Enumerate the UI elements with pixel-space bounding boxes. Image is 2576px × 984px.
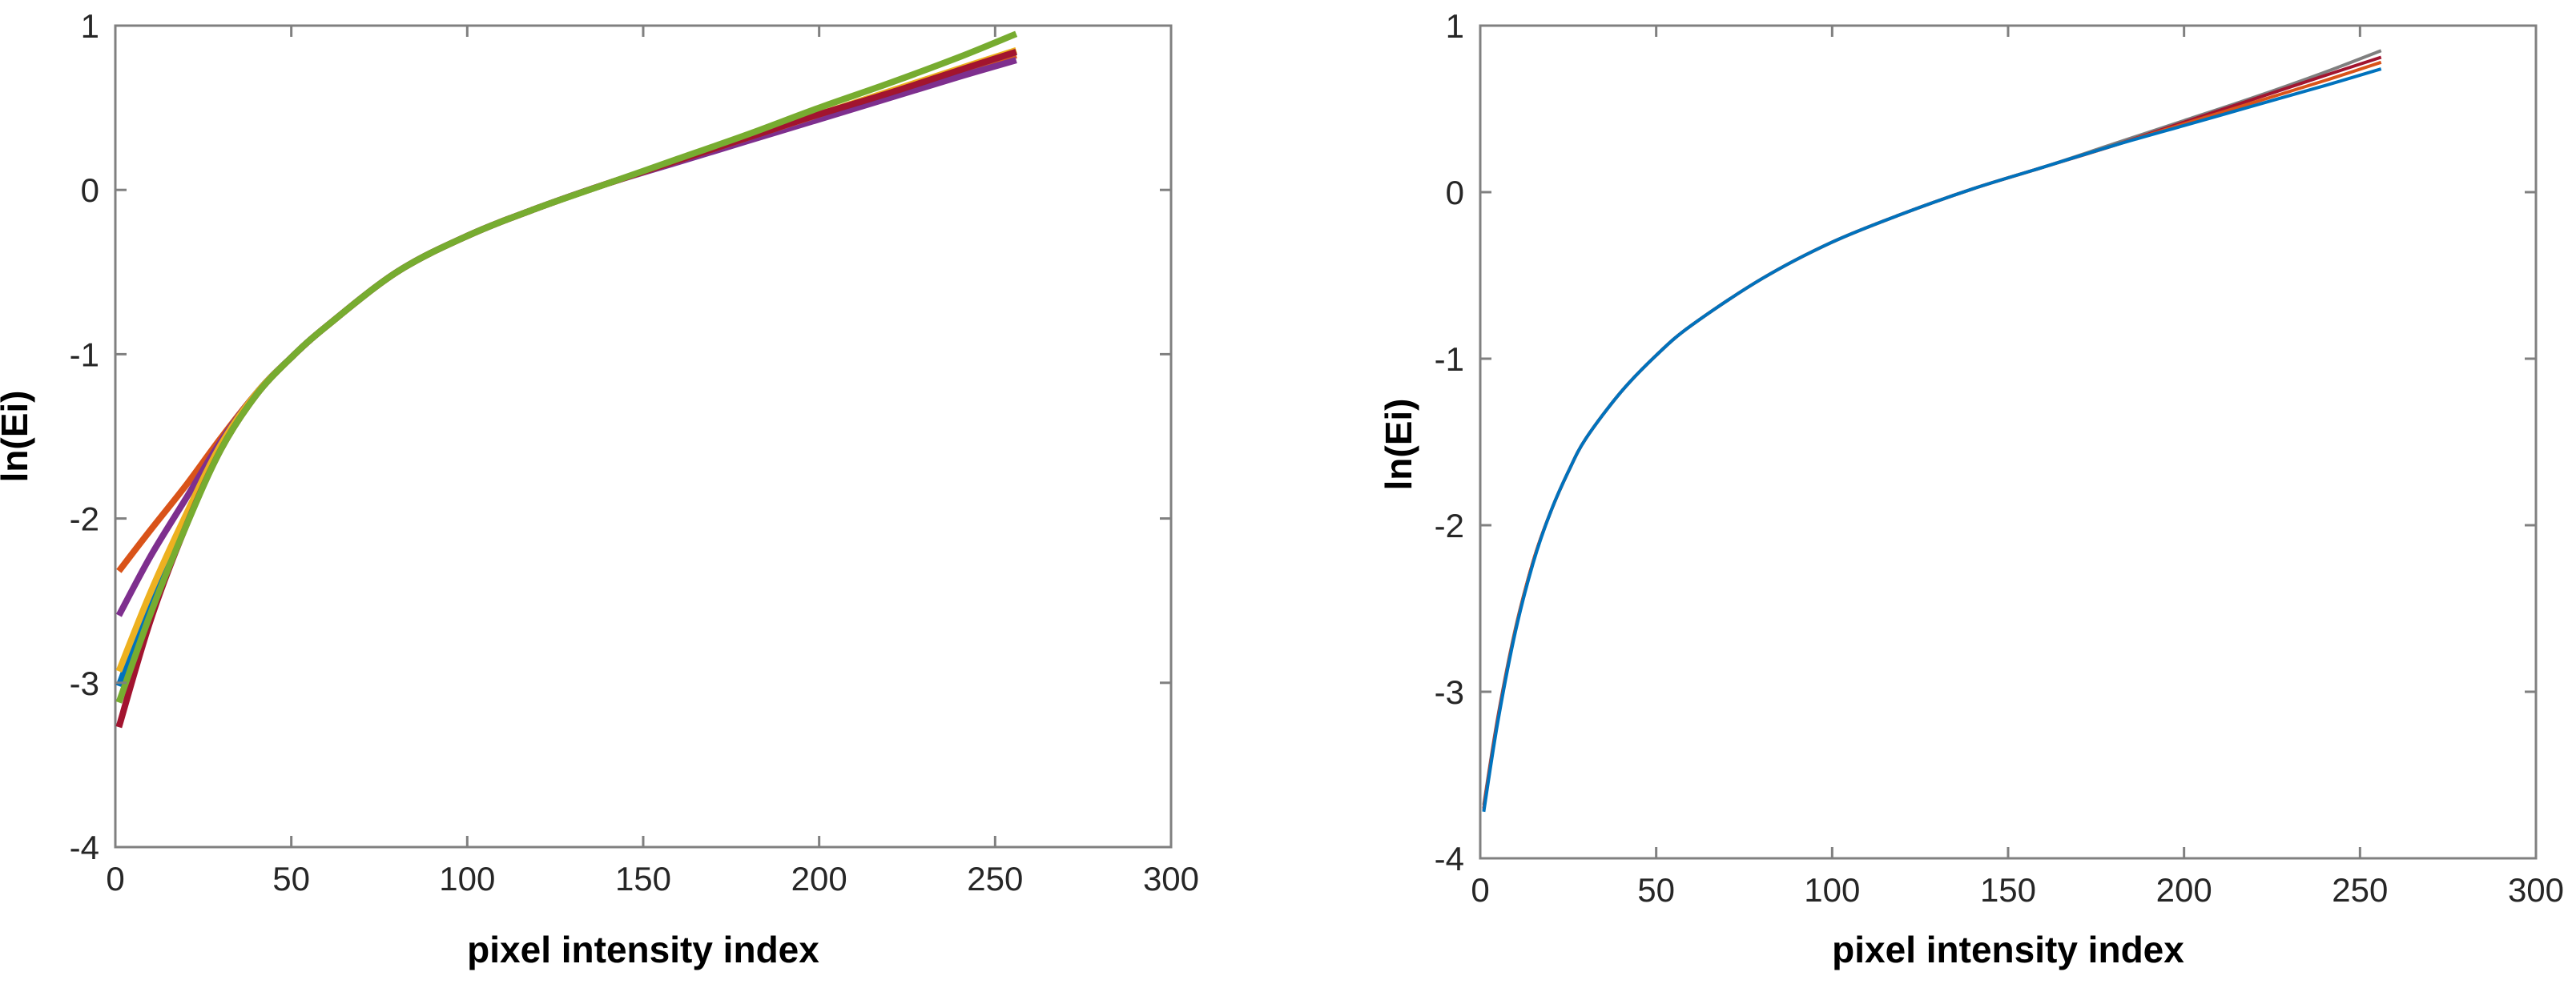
x-tick-label: 0 [1471, 871, 1489, 909]
series-line-left-5 [115, 30, 1018, 704]
x-tick-label: 50 [1637, 871, 1675, 909]
y-tick-label: -3 [70, 665, 99, 702]
series-layer-right [1482, 49, 2382, 813]
y-tick-label: -4 [70, 829, 99, 866]
tick-layer-left: 0 50 100 150 200 250 300 -4 -3 -2 -1 0 1 [70, 7, 1199, 898]
x-tick-label: 0 [106, 860, 124, 898]
x-tick-label: 150 [615, 860, 671, 898]
x-tick-label: 200 [791, 860, 847, 898]
y-tick-label: -4 [1435, 840, 1464, 878]
y-tick-label: 1 [81, 7, 99, 45]
x-tick-label: 50 [272, 860, 310, 898]
chart-left: 0 50 100 150 200 250 300 -4 -3 -2 -1 0 1 pixel inten… [0, 7, 1199, 970]
series-line-right-3 [1482, 67, 2382, 813]
plot-area-left [114, 24, 1173, 849]
y-axis-label-right: ln(Ei) [1378, 399, 1419, 491]
x-tick-label: 250 [2332, 871, 2388, 909]
x-tick-label: 100 [1804, 871, 1860, 909]
y-axis-label-left: ln(Ei) [0, 391, 35, 483]
plot-area-right [1479, 24, 2538, 860]
y-tick-label: 0 [81, 171, 99, 209]
y-tick-label: -1 [1435, 340, 1464, 378]
x-axis-label-left: pixel intensity index [467, 929, 819, 970]
x-tick-label: 250 [967, 860, 1023, 898]
tick-layer-right: 0 50 100 150 200 250 300 -4 -3 -2 -1 0 1 [1435, 7, 2564, 909]
y-tick-label: 0 [1446, 174, 1464, 211]
x-tick-label: 300 [1143, 860, 1199, 898]
x-axis-label-right: pixel intensity index [1832, 929, 2184, 970]
y-tick-label: -2 [1435, 507, 1464, 544]
x-tick-label: 200 [2156, 871, 2212, 909]
x-tick-label: 100 [439, 860, 495, 898]
series-layer-left [115, 30, 1018, 729]
y-tick-label: -1 [70, 335, 99, 373]
x-tick-label: 150 [1980, 871, 2036, 909]
chart-right: 0 50 100 150 200 250 300 -4 -3 -2 -1 0 1 pixel inten… [1378, 7, 2564, 970]
x-tick-label: 300 [2508, 871, 2564, 909]
y-tick-label: -3 [1435, 673, 1464, 711]
y-tick-label: 1 [1446, 7, 1464, 45]
y-tick-label: -2 [70, 500, 99, 538]
